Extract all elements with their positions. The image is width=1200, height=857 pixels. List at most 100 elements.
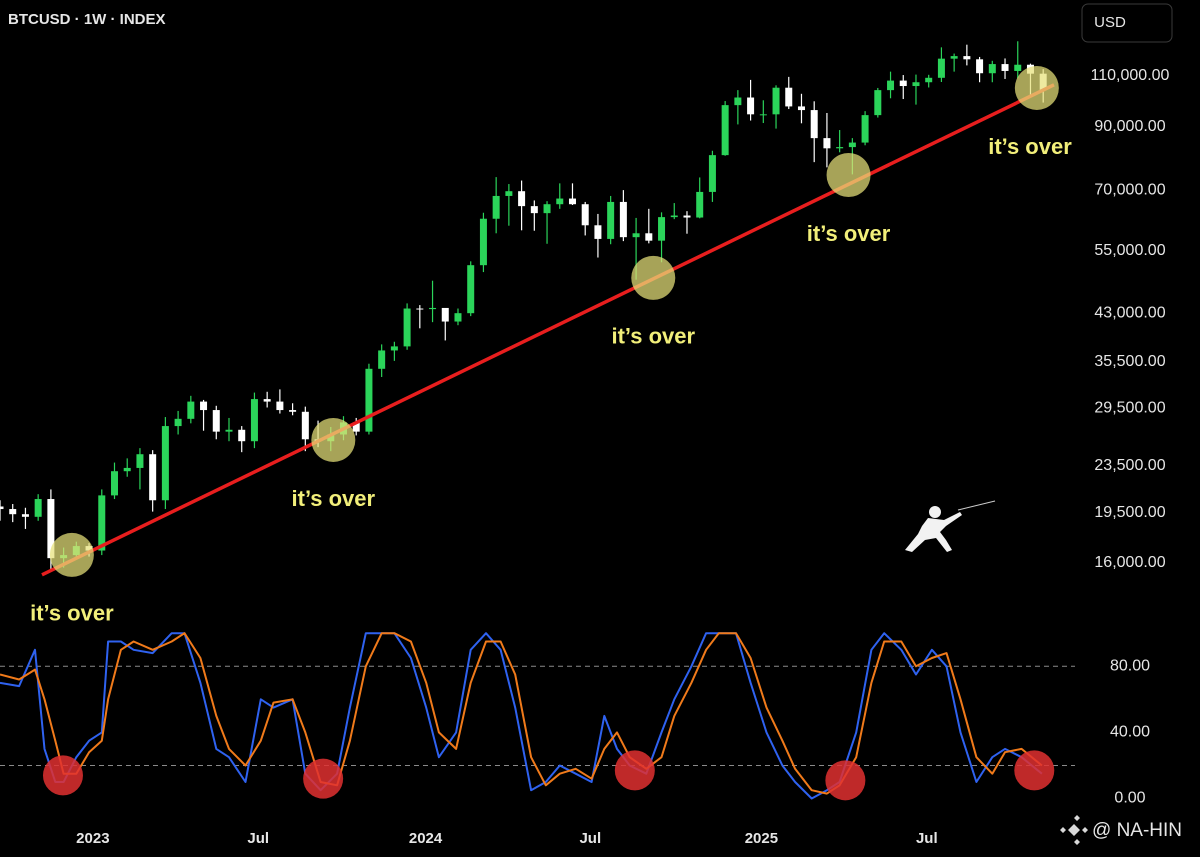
candle-body [416, 308, 424, 310]
x-tick-label: 2025 [745, 830, 778, 847]
highlight-circle [49, 532, 94, 577]
candle-body [976, 59, 984, 74]
candle-body [874, 90, 882, 116]
candle-body [899, 80, 907, 87]
y-tick-label: 70,000.00 [1094, 181, 1165, 198]
candle-body [963, 56, 971, 60]
candle-body [797, 106, 805, 111]
candle-body [683, 215, 691, 218]
candle-body [772, 87, 780, 115]
candle-body [403, 308, 411, 347]
candle-body [289, 410, 297, 412]
trendline [41, 83, 1055, 577]
annotation: it’s over [988, 134, 1072, 159]
candle-body [352, 422, 360, 432]
candle-body [225, 429, 233, 432]
currency-label[interactable]: USD [1094, 14, 1126, 31]
candle-body [492, 195, 500, 219]
x-tick-label: Jul [247, 830, 269, 847]
candle-body [505, 191, 513, 196]
y-tick-label: 35,500.00 [1094, 353, 1165, 370]
y-tick-label: 110,000.00 [1091, 67, 1170, 84]
candle-body [887, 80, 895, 91]
candle-body [861, 115, 869, 143]
candle-body [721, 105, 729, 156]
candle-body [21, 514, 29, 517]
candle-body [149, 454, 157, 501]
candle-body [110, 471, 118, 496]
y-tick-label: 90,000.00 [1094, 118, 1165, 135]
candle-body [556, 198, 564, 205]
candle-body [0, 506, 4, 510]
y-tick-label: 43,000.00 [1094, 304, 1165, 321]
highlight-circle [825, 760, 866, 801]
candle-body [658, 217, 666, 241]
candle-body [390, 346, 398, 351]
candle-body [98, 495, 106, 551]
candle-body [645, 233, 653, 241]
candle-body [479, 218, 487, 266]
candle-body [212, 410, 220, 432]
candle-body [136, 454, 144, 468]
candle-body [568, 198, 576, 205]
candle-body [263, 399, 271, 402]
highlight-circle [1014, 65, 1059, 110]
y-tick-label: 16,000.00 [1094, 554, 1165, 571]
candle-body [301, 411, 309, 440]
annotation: it’s over [30, 601, 114, 626]
y-tick-label: 19,500.00 [1094, 504, 1165, 521]
oscillator-line [0, 632, 1043, 800]
candle-body [187, 401, 195, 419]
y-tick-label: 29,500.00 [1094, 400, 1165, 417]
candle-body [365, 368, 373, 432]
candle-body [200, 401, 208, 411]
candle-body [594, 225, 602, 239]
candle-body [1001, 64, 1009, 71]
candle-body [250, 399, 258, 442]
oscillator-line [0, 632, 1043, 795]
candle-body [607, 201, 615, 239]
y-tick-label: 80.00 [1110, 657, 1150, 674]
candle-body [759, 114, 767, 116]
candle-body [429, 307, 437, 310]
candle-body [810, 110, 818, 139]
candle-body [912, 82, 920, 87]
watermark: @ NA-HIN [1060, 815, 1182, 845]
candle-body [785, 87, 793, 107]
annotation: it’s over [807, 221, 891, 246]
y-tick-label: 55,000.00 [1094, 242, 1165, 259]
annotation: it’s over [611, 324, 695, 349]
highlight-circle [631, 255, 676, 300]
candle-body [34, 499, 42, 517]
highlight-circle [1014, 750, 1055, 791]
candle-body [619, 201, 627, 238]
candle-body [161, 426, 169, 501]
candle-body [836, 147, 844, 149]
candle-body [467, 265, 475, 314]
highlight-circle [303, 758, 344, 799]
candle-body [454, 313, 462, 322]
y-tick-label: 23,500.00 [1094, 457, 1165, 474]
candle-body [581, 204, 589, 226]
annotation: it’s over [292, 486, 376, 511]
candle-body [988, 64, 996, 74]
watermark-text: @ NA-HIN [1092, 820, 1182, 841]
candle-body [9, 509, 17, 515]
candle-body [632, 233, 640, 238]
candle-body [925, 77, 933, 83]
candle-body [276, 401, 284, 411]
candle-body [378, 350, 386, 369]
candle-body [708, 155, 716, 192]
y-tick-label: 0.00 [1114, 790, 1145, 807]
highlight-circle [614, 750, 655, 791]
x-tick-label: 2023 [76, 830, 109, 847]
x-tick-label: Jul [916, 830, 938, 847]
candle-body [937, 58, 945, 78]
candle-body [530, 206, 538, 214]
candle-body [823, 138, 831, 149]
candle-body [543, 204, 551, 214]
candle-body [696, 191, 704, 218]
currency-button[interactable] [1081, 3, 1173, 43]
